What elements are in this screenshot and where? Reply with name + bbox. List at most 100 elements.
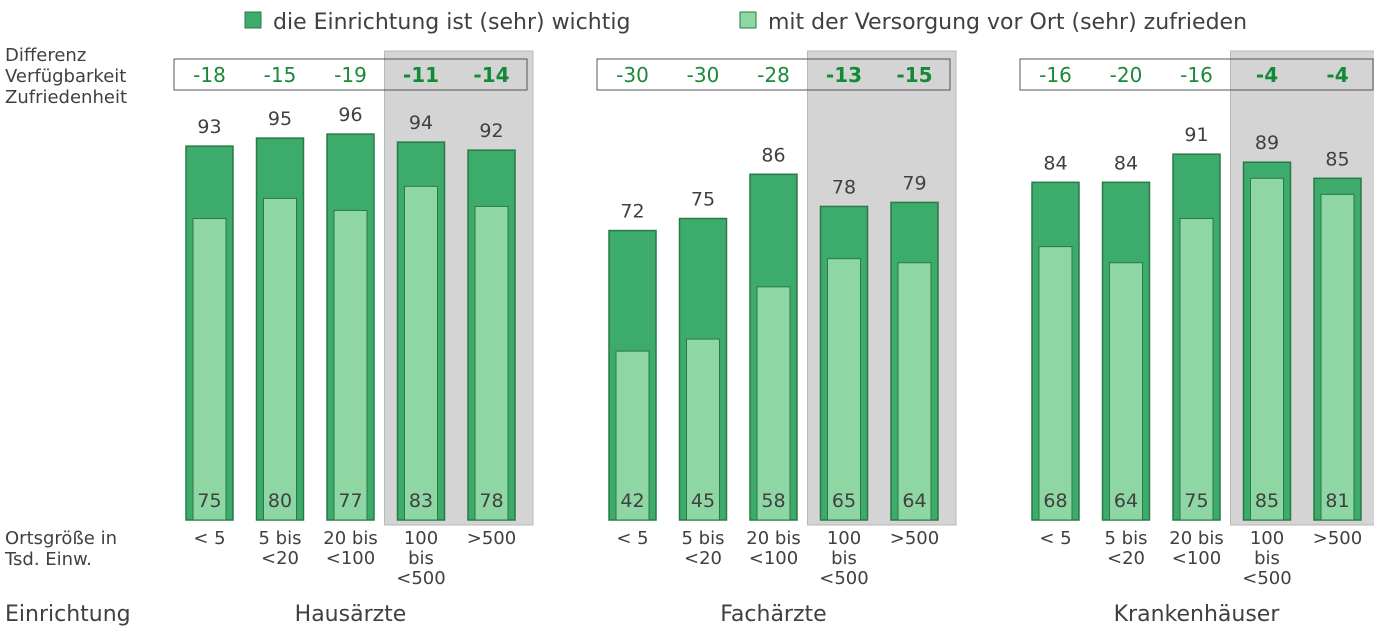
difference-krankenh-user-1: -20 — [1110, 63, 1143, 87]
label-satisfied-krankenh-user-1: 64 — [1114, 490, 1138, 512]
difference-haus-rzte-0: -18 — [193, 63, 226, 87]
group-label-haus-rzte: Hausärzte — [295, 602, 407, 627]
category-label-haus-rzte-1-0: 5 bis — [259, 528, 302, 549]
legend-label-satisfied: mit der Versorgung vor Ort (sehr) zufrie… — [768, 10, 1247, 35]
label-important-fach-rzte-4: 79 — [902, 172, 926, 194]
bar-satisfied-fach-rzte-0 — [615, 350, 650, 521]
bar-satisfied-krankenh-user-2 — [1179, 218, 1214, 521]
bar-satisfied-fach-rzte-4 — [897, 262, 932, 521]
label-important-haus-rzte-3: 94 — [409, 112, 433, 134]
category-label-fach-rzte-2-0: 20 bis — [746, 528, 800, 549]
difference-fach-rzte-0: -30 — [616, 63, 649, 87]
bar-satisfied-fach-rzte-3 — [827, 258, 861, 521]
difference-krankenh-user-2: -16 — [1180, 63, 1213, 87]
label-satisfied-fach-rzte-1: 45 — [691, 490, 715, 512]
difference-krankenh-user-3: -4 — [1256, 63, 1278, 87]
category-label-fach-rzte-3-1: bis — [831, 548, 857, 569]
difference-fach-rzte-1: -30 — [687, 63, 720, 87]
label-satisfied-fach-rzte-3: 65 — [832, 490, 856, 512]
label-important-krankenh-user-1: 84 — [1114, 152, 1138, 174]
category-label-krankenh-user-2-0: 20 bis — [1169, 528, 1223, 549]
label-important-fach-rzte-1: 75 — [691, 189, 715, 211]
label-satisfied-krankenh-user-3: 85 — [1255, 490, 1279, 512]
bar-satisfied-krankenh-user-1 — [1109, 262, 1143, 521]
label-important-krankenh-user-0: 84 — [1043, 152, 1067, 174]
label-important-haus-rzte-4: 92 — [479, 120, 503, 142]
category-label-fach-rzte-0-0: < 5 — [616, 528, 648, 549]
row-label-einrichtung: Einrichtung — [5, 602, 131, 627]
bar-satisfied-krankenh-user-3 — [1250, 177, 1284, 521]
difference-haus-rzte-2: -19 — [334, 63, 367, 87]
category-label-krankenh-user-1-0: 5 bis — [1105, 528, 1148, 549]
label-important-krankenh-user-2: 91 — [1184, 124, 1208, 146]
category-label-haus-rzte-2-1: <100 — [326, 548, 375, 569]
category-label-krankenh-user-3-2: <500 — [1242, 568, 1291, 589]
row-label-differenz: Differenz — [5, 45, 86, 66]
label-important-fach-rzte-2: 86 — [761, 144, 785, 166]
label-satisfied-fach-rzte-2: 58 — [761, 490, 785, 512]
label-important-krankenh-user-4: 85 — [1325, 148, 1349, 170]
row-label-zufriedenheit: Zufriedenheit — [5, 87, 127, 108]
label-important-haus-rzte-2: 96 — [338, 104, 362, 126]
bar-satisfied-haus-rzte-4 — [474, 205, 509, 521]
category-label-haus-rzte-2-0: 20 bis — [323, 528, 377, 549]
difference-haus-rzte-4: -14 — [473, 63, 509, 87]
category-label-fach-rzte-3-0: 100 — [827, 528, 861, 549]
difference-box-krankenh-user — [1019, 58, 1374, 91]
label-satisfied-haus-rzte-4: 78 — [479, 490, 503, 512]
label-satisfied-krankenh-user-4: 81 — [1325, 490, 1349, 512]
category-label-krankenh-user-3-0: 100 — [1250, 528, 1284, 549]
difference-haus-rzte-3: -11 — [403, 63, 439, 87]
label-satisfied-fach-rzte-0: 42 — [620, 490, 644, 512]
category-label-krankenh-user-0-0: < 5 — [1039, 528, 1071, 549]
category-label-haus-rzte-1-1: <20 — [261, 548, 299, 569]
category-label-krankenh-user-2-1: <100 — [1172, 548, 1221, 569]
bar-satisfied-haus-rzte-1 — [263, 197, 297, 521]
label-important-haus-rzte-1: 95 — [268, 108, 292, 130]
bar-satisfied-fach-rzte-2 — [756, 286, 791, 521]
label-satisfied-haus-rzte-3: 83 — [409, 490, 433, 512]
category-label-fach-rzte-4-0: >500 — [890, 528, 939, 549]
difference-fach-rzte-3: -13 — [826, 63, 862, 87]
category-label-fach-rzte-1-0: 5 bis — [682, 528, 725, 549]
category-label-haus-rzte-3-2: <500 — [396, 568, 445, 589]
category-label-fach-rzte-3-2: <500 — [819, 568, 868, 589]
label-important-fach-rzte-3: 78 — [832, 176, 856, 198]
difference-krankenh-user-4: -4 — [1326, 63, 1348, 87]
group-label-fach-rzte: Fachärzte — [720, 602, 826, 627]
label-satisfied-krankenh-user-0: 68 — [1043, 490, 1067, 512]
row-label-verfuegbarkeit: Verfügbarkeit — [5, 66, 126, 87]
bar-satisfied-haus-rzte-0 — [192, 218, 227, 521]
category-label-haus-rzte-4-0: >500 — [467, 528, 516, 549]
category-label-krankenh-user-3-1: bis — [1254, 548, 1280, 569]
category-label-haus-rzte-0-0: < 5 — [193, 528, 225, 549]
label-satisfied-krankenh-user-2: 75 — [1184, 490, 1208, 512]
group-label-krankenh-user: Krankenhäuser — [1114, 602, 1281, 627]
category-label-fach-rzte-2-1: <100 — [749, 548, 798, 569]
category-label-haus-rzte-3-0: 100 — [404, 528, 438, 549]
label-satisfied-haus-rzte-2: 77 — [338, 490, 362, 512]
category-label-fach-rzte-1-1: <20 — [684, 548, 722, 569]
bar-satisfied-fach-rzte-1 — [686, 338, 720, 521]
bar-satisfied-krankenh-user-4 — [1320, 193, 1355, 521]
difference-fach-rzte-2: -28 — [757, 63, 790, 87]
difference-box-fach-rzte — [596, 58, 951, 91]
bar-satisfied-haus-rzte-3 — [404, 185, 438, 521]
legend-label-important: die Einrichtung ist (sehr) wichtig — [273, 10, 630, 35]
legend-swatch-satisfied — [739, 11, 757, 29]
label-important-krankenh-user-3: 89 — [1255, 132, 1279, 154]
difference-krankenh-user-0: -16 — [1039, 63, 1072, 87]
label-satisfied-haus-rzte-1: 80 — [268, 490, 292, 512]
difference-box-haus-rzte — [173, 58, 528, 91]
bar-satisfied-haus-rzte-2 — [333, 209, 368, 521]
category-label-krankenh-user-4-0: >500 — [1313, 528, 1362, 549]
label-satisfied-fach-rzte-4: 64 — [902, 490, 926, 512]
bar-satisfied-krankenh-user-0 — [1038, 246, 1073, 521]
category-label-krankenh-user-1-1: <20 — [1107, 548, 1145, 569]
category-label-haus-rzte-3-1: bis — [408, 548, 434, 569]
difference-fach-rzte-4: -15 — [896, 63, 932, 87]
label-important-fach-rzte-0: 72 — [620, 201, 644, 223]
difference-haus-rzte-1: -15 — [264, 63, 297, 87]
